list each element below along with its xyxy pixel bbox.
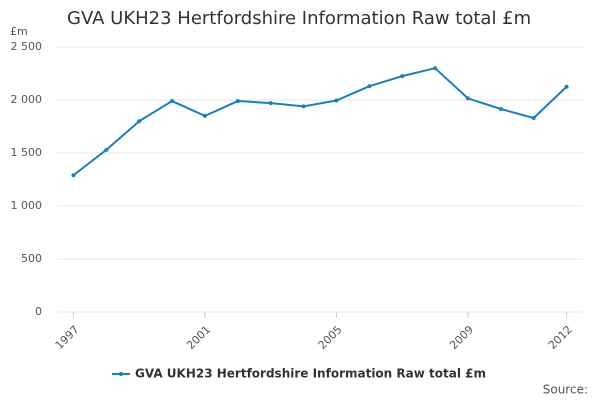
point <box>268 101 273 106</box>
x-tick-label: 2001 <box>184 323 213 352</box>
x-tick-label: 2009 <box>447 323 476 352</box>
y-tick-label: 1 500 <box>11 146 43 159</box>
x-tick-label: 2012 <box>546 323 575 352</box>
y-tick-label: 2 000 <box>11 93 43 106</box>
y-tick-label: 2 500 <box>11 40 43 53</box>
point <box>104 147 109 152</box>
point <box>170 99 175 104</box>
y-tick-label: 1 000 <box>11 199 43 212</box>
point <box>531 116 536 121</box>
point <box>235 99 240 104</box>
x-tick-label: 1997 <box>53 323 82 352</box>
point <box>71 173 76 178</box>
point <box>498 107 503 112</box>
point <box>564 84 569 89</box>
point <box>433 66 438 71</box>
chart-title: GVA UKH23 Hertfordshire Information Raw … <box>67 8 531 29</box>
legend-marker <box>119 372 123 376</box>
point <box>367 84 372 89</box>
y-tick-label: 500 <box>21 252 42 265</box>
point <box>334 98 339 103</box>
point <box>465 96 470 101</box>
source: Source: <box>543 383 588 397</box>
point <box>202 113 207 118</box>
y-tick-label: 0 <box>35 305 42 318</box>
line <box>72 67 568 177</box>
y-axis-label: £m <box>10 25 28 38</box>
legend-label: GVA UKH23 Hertfordshire Information Raw … <box>135 367 486 381</box>
point <box>137 119 142 124</box>
x-tick-label: 2005 <box>316 323 345 352</box>
point <box>301 104 306 109</box>
point <box>400 74 405 79</box>
